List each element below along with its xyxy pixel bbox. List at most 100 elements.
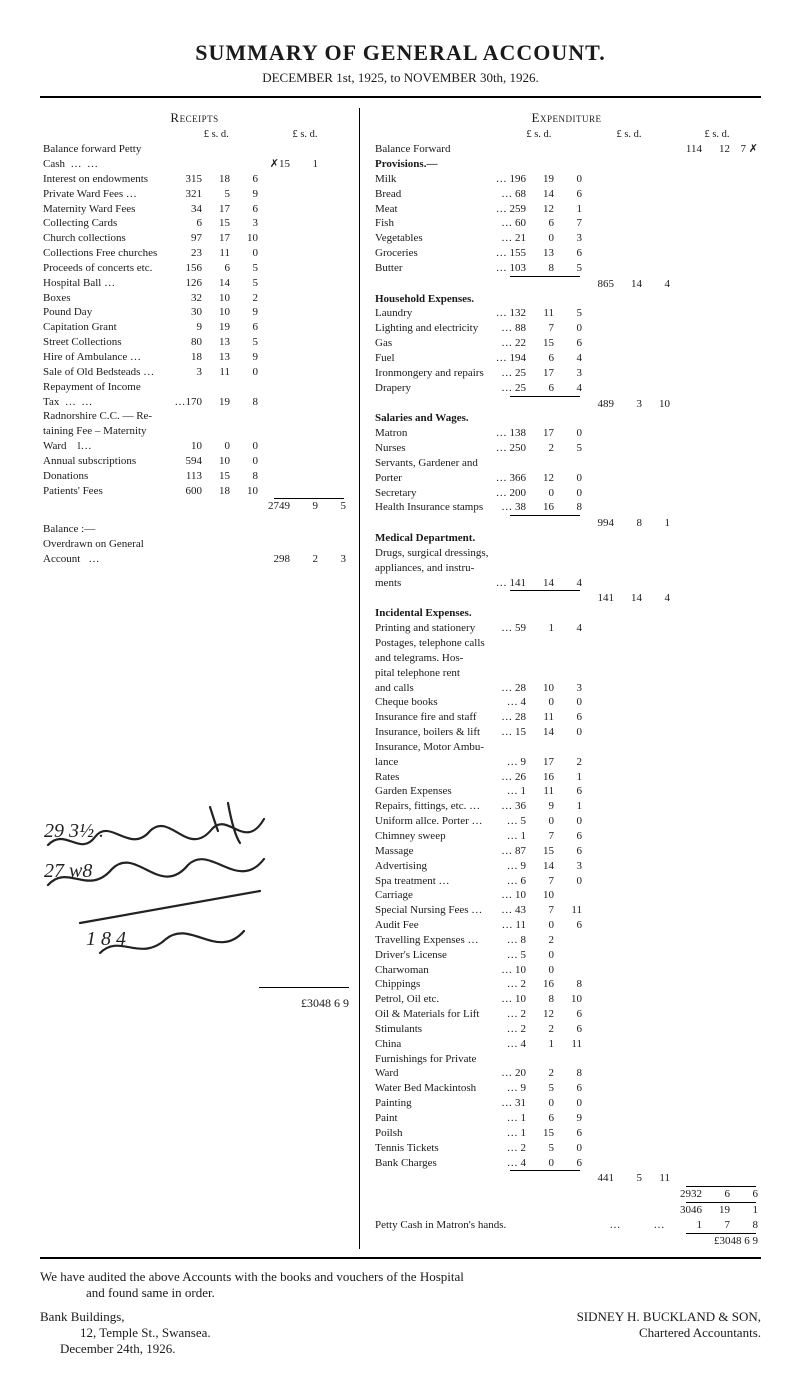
exp-row: Spa treatment … [372, 874, 493, 889]
receipt-row: Patients' Fees [40, 484, 172, 499]
exp-row: lance [372, 755, 493, 770]
exp-row: Chimney sweep [372, 829, 493, 844]
exp-row: pital telephone rent [372, 666, 493, 681]
exp-row: Meat [372, 202, 493, 217]
bal-fwd-symbol: ✗ [270, 158, 279, 170]
exp-row: Laundry [372, 306, 493, 321]
handwriting-scribble: 29 3½ . 27 w8 1 8 4 [40, 797, 349, 977]
exp-row: Milk [372, 172, 493, 187]
receipt-row: Repayment of Income [40, 380, 172, 395]
receipt-row: Proceeds of concerts etc. [40, 261, 172, 276]
receipt-row: Pound Day [40, 305, 172, 320]
running-total-L: 3046 [673, 1203, 705, 1218]
svg-text:29 3½ .: 29 3½ . [44, 820, 104, 842]
receipt-row: Annual subscriptions [40, 454, 172, 469]
page-subtitle: DECEMBER 1st, 1925, to NOVEMBER 30th, 19… [40, 70, 761, 86]
exp-row: Garden Expenses [372, 784, 493, 799]
exp-row: Rates [372, 770, 493, 785]
exp-bal-fwd: Balance Forward [372, 142, 493, 157]
exp-row: Stimulants [372, 1022, 493, 1037]
exp-row: China [372, 1037, 493, 1052]
receipt-row: Collecting Cards [40, 216, 172, 231]
receipt-row: Tax … … [40, 395, 172, 410]
exp-row: Nurses [372, 441, 493, 456]
exp-row: Travelling Expenses … [372, 933, 493, 948]
exp-row: Printing and stationery [372, 621, 493, 636]
receipt-row: Interest on endowments [40, 172, 172, 187]
exp-row: Groceries [372, 246, 493, 261]
exp-row: Tennis Tickets [372, 1141, 493, 1156]
exp-row: Audit Fee [372, 918, 493, 933]
exp-row: Gas [372, 336, 493, 351]
exp-row: Furnishings for Private [372, 1052, 493, 1067]
receipt-row: Hire of Ambulance … [40, 350, 172, 365]
section-title: Salaries and Wages. [372, 411, 761, 426]
exp-row: Bank Charges [372, 1156, 493, 1171]
receipt-row: Ward l… [40, 439, 172, 454]
rule [40, 96, 761, 98]
petty-cash-label: Petty Cash in Matron's hands. [372, 1218, 585, 1233]
lsd-outer: £ s. d. [261, 128, 349, 142]
bank-address: Bank Buildings, 12, Temple St., Swansea.… [40, 1309, 211, 1357]
section-title: Household Expenses. [372, 292, 761, 307]
exp-row: Cheque books [372, 695, 493, 710]
exp-row: appliances, and instru- [372, 561, 493, 576]
page-title: SUMMARY OF GENERAL ACCOUNT. [40, 40, 761, 66]
audit-statement: We have audited the above Accounts with … [40, 1269, 761, 1301]
exp-row: and telegrams. Hos- [372, 651, 493, 666]
ledger-columns: Receipts £ s. d. £ s. d. Balance forward… [40, 108, 761, 1249]
exp-row: Insurance, boilers & lift [372, 725, 493, 740]
exp-row: Petrol, Oil etc. [372, 992, 493, 1007]
section-subtotal: 489 [585, 397, 617, 412]
section-title: Medical Department. [372, 531, 761, 546]
svg-text:1 8 4: 1 8 4 [86, 928, 126, 950]
bal-fwd-label: Balance forward Petty [40, 142, 172, 157]
receipt-row: Church collections [40, 231, 172, 246]
exp-row: Insurance, Motor Ambu- [372, 740, 493, 755]
expenditure-column: Expenditure £ s. d. £ s. d. £ s. d. Bala… [360, 108, 761, 1249]
exp-row: ments [372, 576, 493, 591]
receipts-column: Receipts £ s. d. £ s. d. Balance forward… [40, 108, 360, 1249]
section-title: Incidental Expenses. [372, 606, 761, 621]
receipt-row: Private Ward Fees … [40, 187, 172, 202]
lsd-inner: £ s. d. [172, 128, 262, 142]
exp-row: Postages, telephone calls [372, 636, 493, 651]
receipts-table: £ s. d. £ s. d. Balance forward Petty Ca… [40, 128, 349, 567]
svg-text:27 w8: 27 w8 [44, 860, 92, 882]
exp-row: Health Insurance stamps [372, 500, 493, 515]
section-subtotal: 441 [585, 1171, 617, 1186]
receipt-row: Collections Free churches [40, 246, 172, 261]
expenditure-heading: Expenditure [372, 110, 761, 126]
exp-row: Poilsh [372, 1126, 493, 1141]
rule [40, 1257, 761, 1259]
exp-row: Charwoman [372, 963, 493, 978]
receipt-row: Hospital Ball … [40, 276, 172, 291]
receipts-subtotal-L: 2749 [261, 499, 293, 514]
exp-row: Repairs, fittings, etc. … [372, 799, 493, 814]
exp-row: Ward [372, 1066, 493, 1081]
exp-row: Carriage [372, 888, 493, 903]
exp-row: Secretary [372, 486, 493, 501]
exp-row: Butter [372, 261, 493, 276]
signature-block: Bank Buildings, 12, Temple St., Swansea.… [40, 1309, 761, 1357]
auditor-name: SIDNEY H. BUCKLAND & SON, Chartered Acco… [577, 1309, 761, 1357]
exp-row: Uniform allce. Porter … [372, 814, 493, 829]
section-subtotal: 865 [585, 277, 617, 292]
exp-row: Ironmongery and repairs [372, 366, 493, 381]
receipts-heading: Receipts [40, 110, 349, 126]
receipt-row: Radnorshire C.C. — Re- [40, 409, 172, 424]
section-subtotal: 994 [585, 516, 617, 531]
inner-total-L: 2932 [673, 1187, 705, 1202]
exp-grand-total: £3048 6 9 [673, 1234, 761, 1249]
exp-row: and calls [372, 681, 493, 696]
exp-row: Drapery [372, 381, 493, 396]
balance-sub2: Account [43, 553, 80, 565]
receipt-row: Maternity Ward Fees [40, 202, 172, 217]
exp-row: Servants, Gardener and [372, 456, 493, 471]
exp-row: Porter [372, 471, 493, 486]
exp-row: Chippings [372, 977, 493, 992]
section-title: Provisions.— [372, 157, 761, 172]
exp-row: Special Nursing Fees … [372, 903, 493, 918]
bal-fwd-sub: Cash [43, 158, 65, 170]
page: SUMMARY OF GENERAL ACCOUNT. DECEMBER 1st… [0, 0, 801, 1387]
